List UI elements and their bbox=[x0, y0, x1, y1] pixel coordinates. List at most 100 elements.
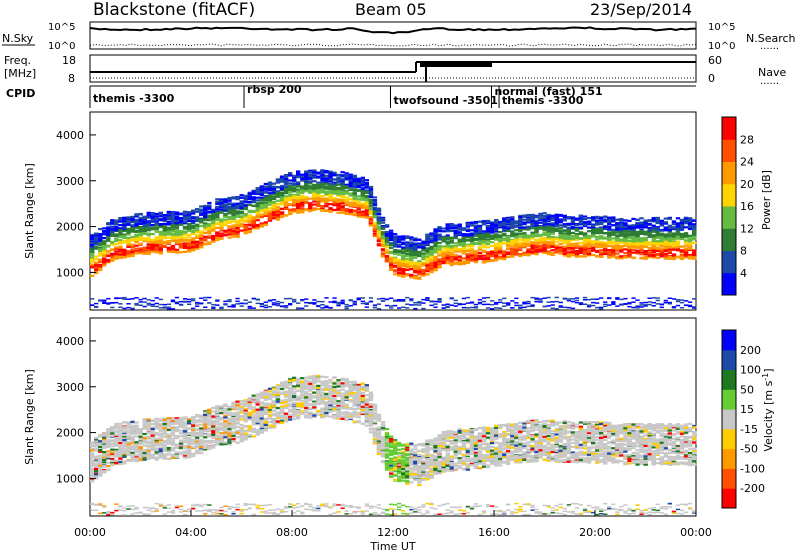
echo-cell bbox=[130, 307, 135, 310]
echo-cell bbox=[473, 307, 479, 309]
echo-cell bbox=[538, 244, 543, 248]
echo-cell bbox=[227, 220, 232, 223]
echo-cell bbox=[328, 190, 333, 193]
echo-cell bbox=[522, 306, 527, 309]
echo-cell bbox=[344, 196, 349, 199]
echo-cell bbox=[118, 235, 123, 238]
echo-cell bbox=[574, 301, 580, 304]
echo-cell bbox=[611, 303, 616, 305]
echo-cell bbox=[494, 221, 499, 224]
echo-cell bbox=[162, 219, 167, 222]
echo-cell bbox=[510, 251, 515, 254]
echo-cell bbox=[453, 253, 458, 257]
echo-cell bbox=[263, 221, 268, 224]
echo-cell bbox=[130, 239, 135, 242]
echo-cell bbox=[154, 217, 159, 220]
echo-cell bbox=[538, 238, 543, 241]
echo-cell bbox=[255, 205, 260, 208]
echo-cell bbox=[425, 243, 430, 246]
echo-cell bbox=[251, 196, 256, 199]
echo-cell bbox=[134, 225, 139, 228]
echo-cell bbox=[259, 224, 264, 227]
echo-cell bbox=[429, 234, 434, 237]
echo-cell bbox=[199, 219, 204, 222]
echo-cell bbox=[336, 181, 341, 184]
echo-cell bbox=[477, 302, 483, 305]
echo-cell bbox=[215, 200, 220, 203]
echo-cell bbox=[611, 253, 616, 256]
echo-cell bbox=[368, 222, 374, 225]
echo-cell bbox=[304, 188, 309, 191]
echo-cell bbox=[263, 204, 268, 207]
echo-cell bbox=[90, 233, 95, 237]
echo-cell bbox=[397, 235, 402, 238]
echo-cell bbox=[219, 210, 224, 213]
echo-cell bbox=[607, 234, 612, 237]
echo-cell bbox=[433, 251, 438, 254]
echo-cell bbox=[166, 230, 172, 233]
echo-cell bbox=[425, 257, 430, 260]
echo-cell bbox=[352, 191, 357, 194]
echo-cell bbox=[195, 305, 200, 307]
echo-cell bbox=[502, 238, 507, 241]
echo-cell bbox=[219, 229, 224, 232]
echo-cell bbox=[481, 303, 487, 306]
echo-cell bbox=[433, 241, 438, 244]
echo-cell bbox=[182, 222, 188, 225]
echo-cell bbox=[316, 185, 321, 188]
echo-cell bbox=[623, 219, 628, 222]
echo-cell bbox=[312, 171, 317, 174]
echo-cell bbox=[405, 244, 410, 247]
echo-cell bbox=[203, 299, 208, 301]
echo-cell bbox=[546, 222, 551, 225]
echo-cell bbox=[562, 216, 567, 219]
echo-cell bbox=[494, 227, 499, 230]
echo-cell bbox=[417, 243, 422, 246]
echo-cell bbox=[162, 231, 167, 234]
echo-cell bbox=[627, 252, 632, 255]
echo-cell bbox=[498, 245, 503, 248]
echo-cell bbox=[368, 204, 374, 207]
echo-cell bbox=[199, 244, 204, 247]
echo-cell bbox=[603, 237, 608, 240]
echo-cell bbox=[473, 231, 479, 234]
echo-cell bbox=[312, 180, 317, 183]
echo-cell bbox=[566, 298, 571, 300]
echo-cell bbox=[247, 220, 252, 224]
echo-cell bbox=[178, 251, 184, 254]
echo-cell bbox=[522, 232, 527, 235]
echo-cell bbox=[397, 259, 402, 262]
echo-cell bbox=[518, 253, 523, 256]
echo-cell bbox=[308, 176, 313, 179]
echo-cell bbox=[324, 200, 329, 203]
echo-cell bbox=[255, 216, 260, 219]
echo-cell bbox=[437, 234, 442, 237]
echo-cell bbox=[308, 207, 313, 210]
echo-cell bbox=[360, 176, 365, 179]
echo-cell bbox=[348, 188, 353, 191]
echo-cell bbox=[494, 233, 499, 236]
echo-cell bbox=[251, 297, 256, 300]
echo-cell bbox=[146, 216, 151, 219]
echo-cell bbox=[401, 238, 406, 241]
echo-cell bbox=[461, 250, 466, 253]
echo-cell bbox=[538, 300, 543, 302]
echo-cell bbox=[518, 217, 523, 220]
echo-cell bbox=[562, 218, 567, 221]
echo-cell bbox=[586, 254, 592, 257]
echo-cell bbox=[182, 298, 188, 300]
echo-cell bbox=[146, 226, 151, 229]
echo-cell bbox=[332, 301, 337, 304]
echo-cell bbox=[485, 234, 491, 237]
echo-cell bbox=[134, 213, 139, 217]
echo-cell bbox=[239, 211, 244, 214]
echo-cell bbox=[170, 300, 176, 303]
echo-cell bbox=[174, 219, 180, 223]
echo-cell bbox=[582, 299, 588, 301]
echo-cell bbox=[453, 226, 458, 230]
echo-cell bbox=[506, 255, 511, 258]
echo-cell bbox=[421, 274, 426, 277]
echo-cell bbox=[582, 255, 588, 258]
echo-cell bbox=[150, 248, 155, 251]
echo-cell bbox=[182, 211, 188, 214]
